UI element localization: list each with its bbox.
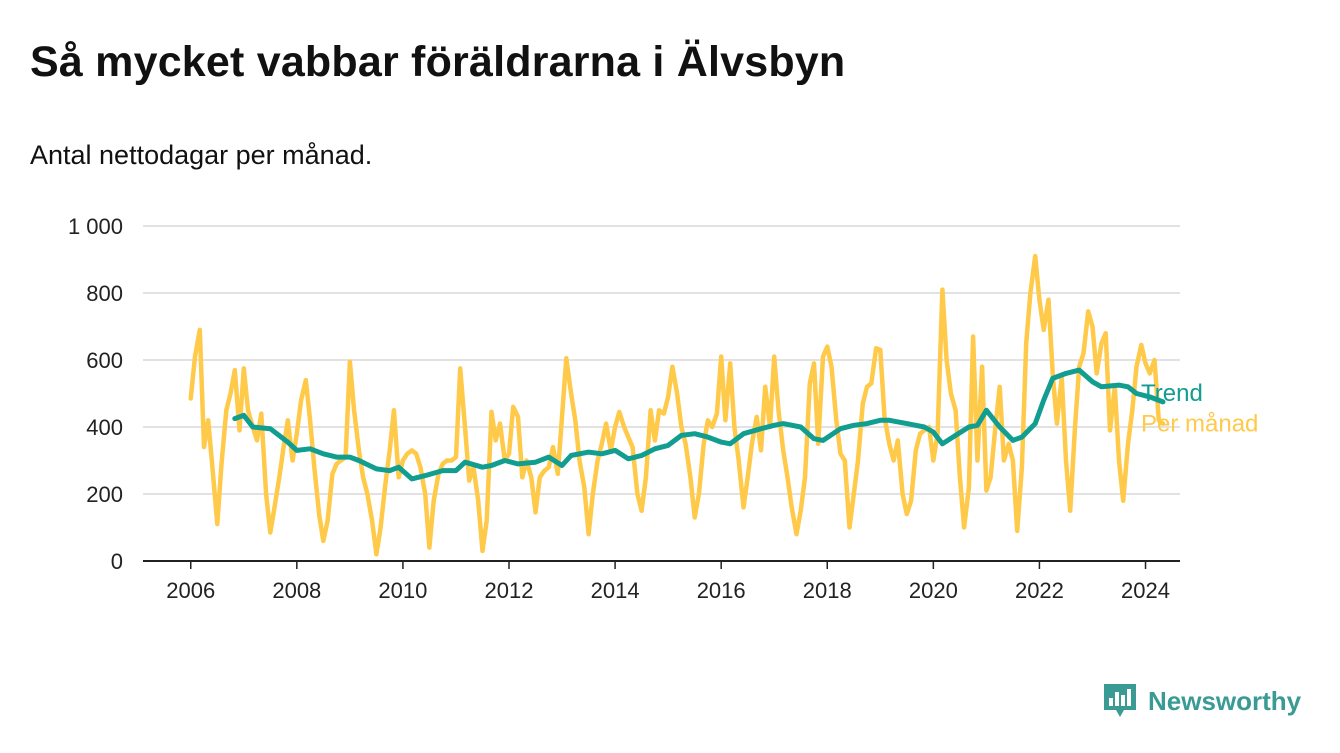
x-tick-label: 2008 <box>272 578 321 603</box>
x-tick-label: 2022 <box>1015 578 1064 603</box>
brand-logo: Newsworthy <box>1102 682 1301 720</box>
series-label-per-manad: Per månad <box>1141 411 1258 438</box>
x-tick-label: 2010 <box>378 578 427 603</box>
y-tick-label: 1 000 <box>68 214 123 239</box>
chart-subtitle: Antal nettodagar per månad. <box>30 140 373 170</box>
y-tick-label: 600 <box>86 348 123 373</box>
newsworthy-logo-icon <box>1104 684 1136 717</box>
x-tick-label: 2006 <box>166 578 215 603</box>
y-tick-label: 400 <box>86 415 123 440</box>
x-tick-label: 2014 <box>591 578 640 603</box>
series-label-trend: Trend <box>1141 380 1203 407</box>
x-tick-label: 2018 <box>803 578 852 603</box>
y-tick-label: 800 <box>86 281 123 306</box>
x-tick-label: 2020 <box>909 578 958 603</box>
series-line-trend <box>232 367 1166 482</box>
brand-name: Newsworthy <box>1148 685 1302 716</box>
x-tick-label: 2016 <box>697 578 746 603</box>
x-tick-label: 2012 <box>485 578 534 603</box>
x-tick-label: 2024 <box>1121 578 1170 603</box>
y-tick-label: 200 <box>86 482 123 507</box>
series-line-per-manad <box>188 253 1166 557</box>
chart-title: Så mycket vabbar föräldrarna i Älvsbyn <box>30 38 846 86</box>
y-tick-label: 0 <box>111 549 123 574</box>
